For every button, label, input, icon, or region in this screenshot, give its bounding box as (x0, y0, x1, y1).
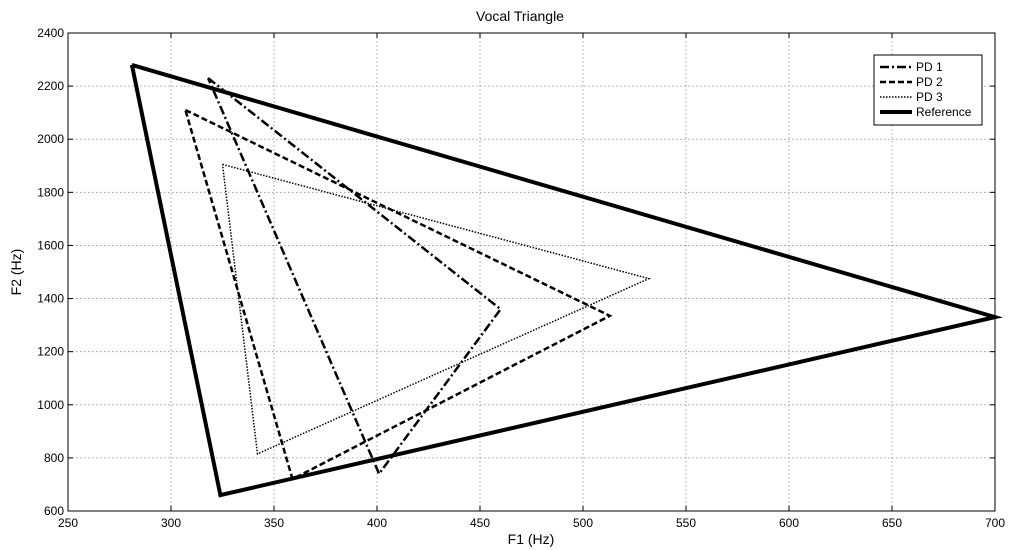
series-reference (129, 62, 1003, 498)
series-group (129, 62, 1003, 498)
chart-title: Vocal Triangle (476, 8, 564, 24)
y-tick-label: 1400 (37, 292, 64, 306)
x-tick-label: 700 (985, 516, 1005, 530)
y-tick-label: 1600 (37, 238, 64, 252)
x-axis-label: F1 (Hz) (508, 531, 555, 547)
x-tick-label: 300 (161, 516, 181, 530)
legend-entry: PD 3 (916, 90, 943, 104)
legend-entry: Reference (916, 105, 972, 119)
y-tick-label: 1000 (37, 398, 64, 412)
y-tick-label: 2200 (37, 79, 64, 93)
y-axis-label: F2 (Hz) (8, 249, 24, 296)
y-tick-label: 2000 (37, 132, 64, 146)
x-tick-label: 400 (367, 516, 387, 530)
x-tick-label: 250 (58, 516, 78, 530)
x-tick-label: 500 (573, 516, 593, 530)
legend-entry: PD 1 (916, 60, 943, 74)
y-tick-label: 800 (44, 451, 64, 465)
y-tick-label: 1800 (37, 185, 64, 199)
x-tick-label: 600 (779, 516, 799, 530)
y-tick-label: 1200 (37, 345, 64, 359)
x-tick-label: 350 (264, 516, 284, 530)
x-tick-label: 450 (470, 516, 490, 530)
y-tick-label: 600 (44, 504, 64, 518)
axis-ticks: 250 300 350 400 450 500 550 600 650 700 600 800 1000… (37, 26, 1005, 530)
series-pd-2 (184, 108, 613, 481)
x-tick-label: 650 (882, 516, 902, 530)
x-tick-label: 550 (676, 516, 696, 530)
y-tick-label: 2400 (37, 26, 64, 40)
legend-entry: PD 2 (916, 75, 943, 89)
plot-area-frame (67, 32, 996, 512)
